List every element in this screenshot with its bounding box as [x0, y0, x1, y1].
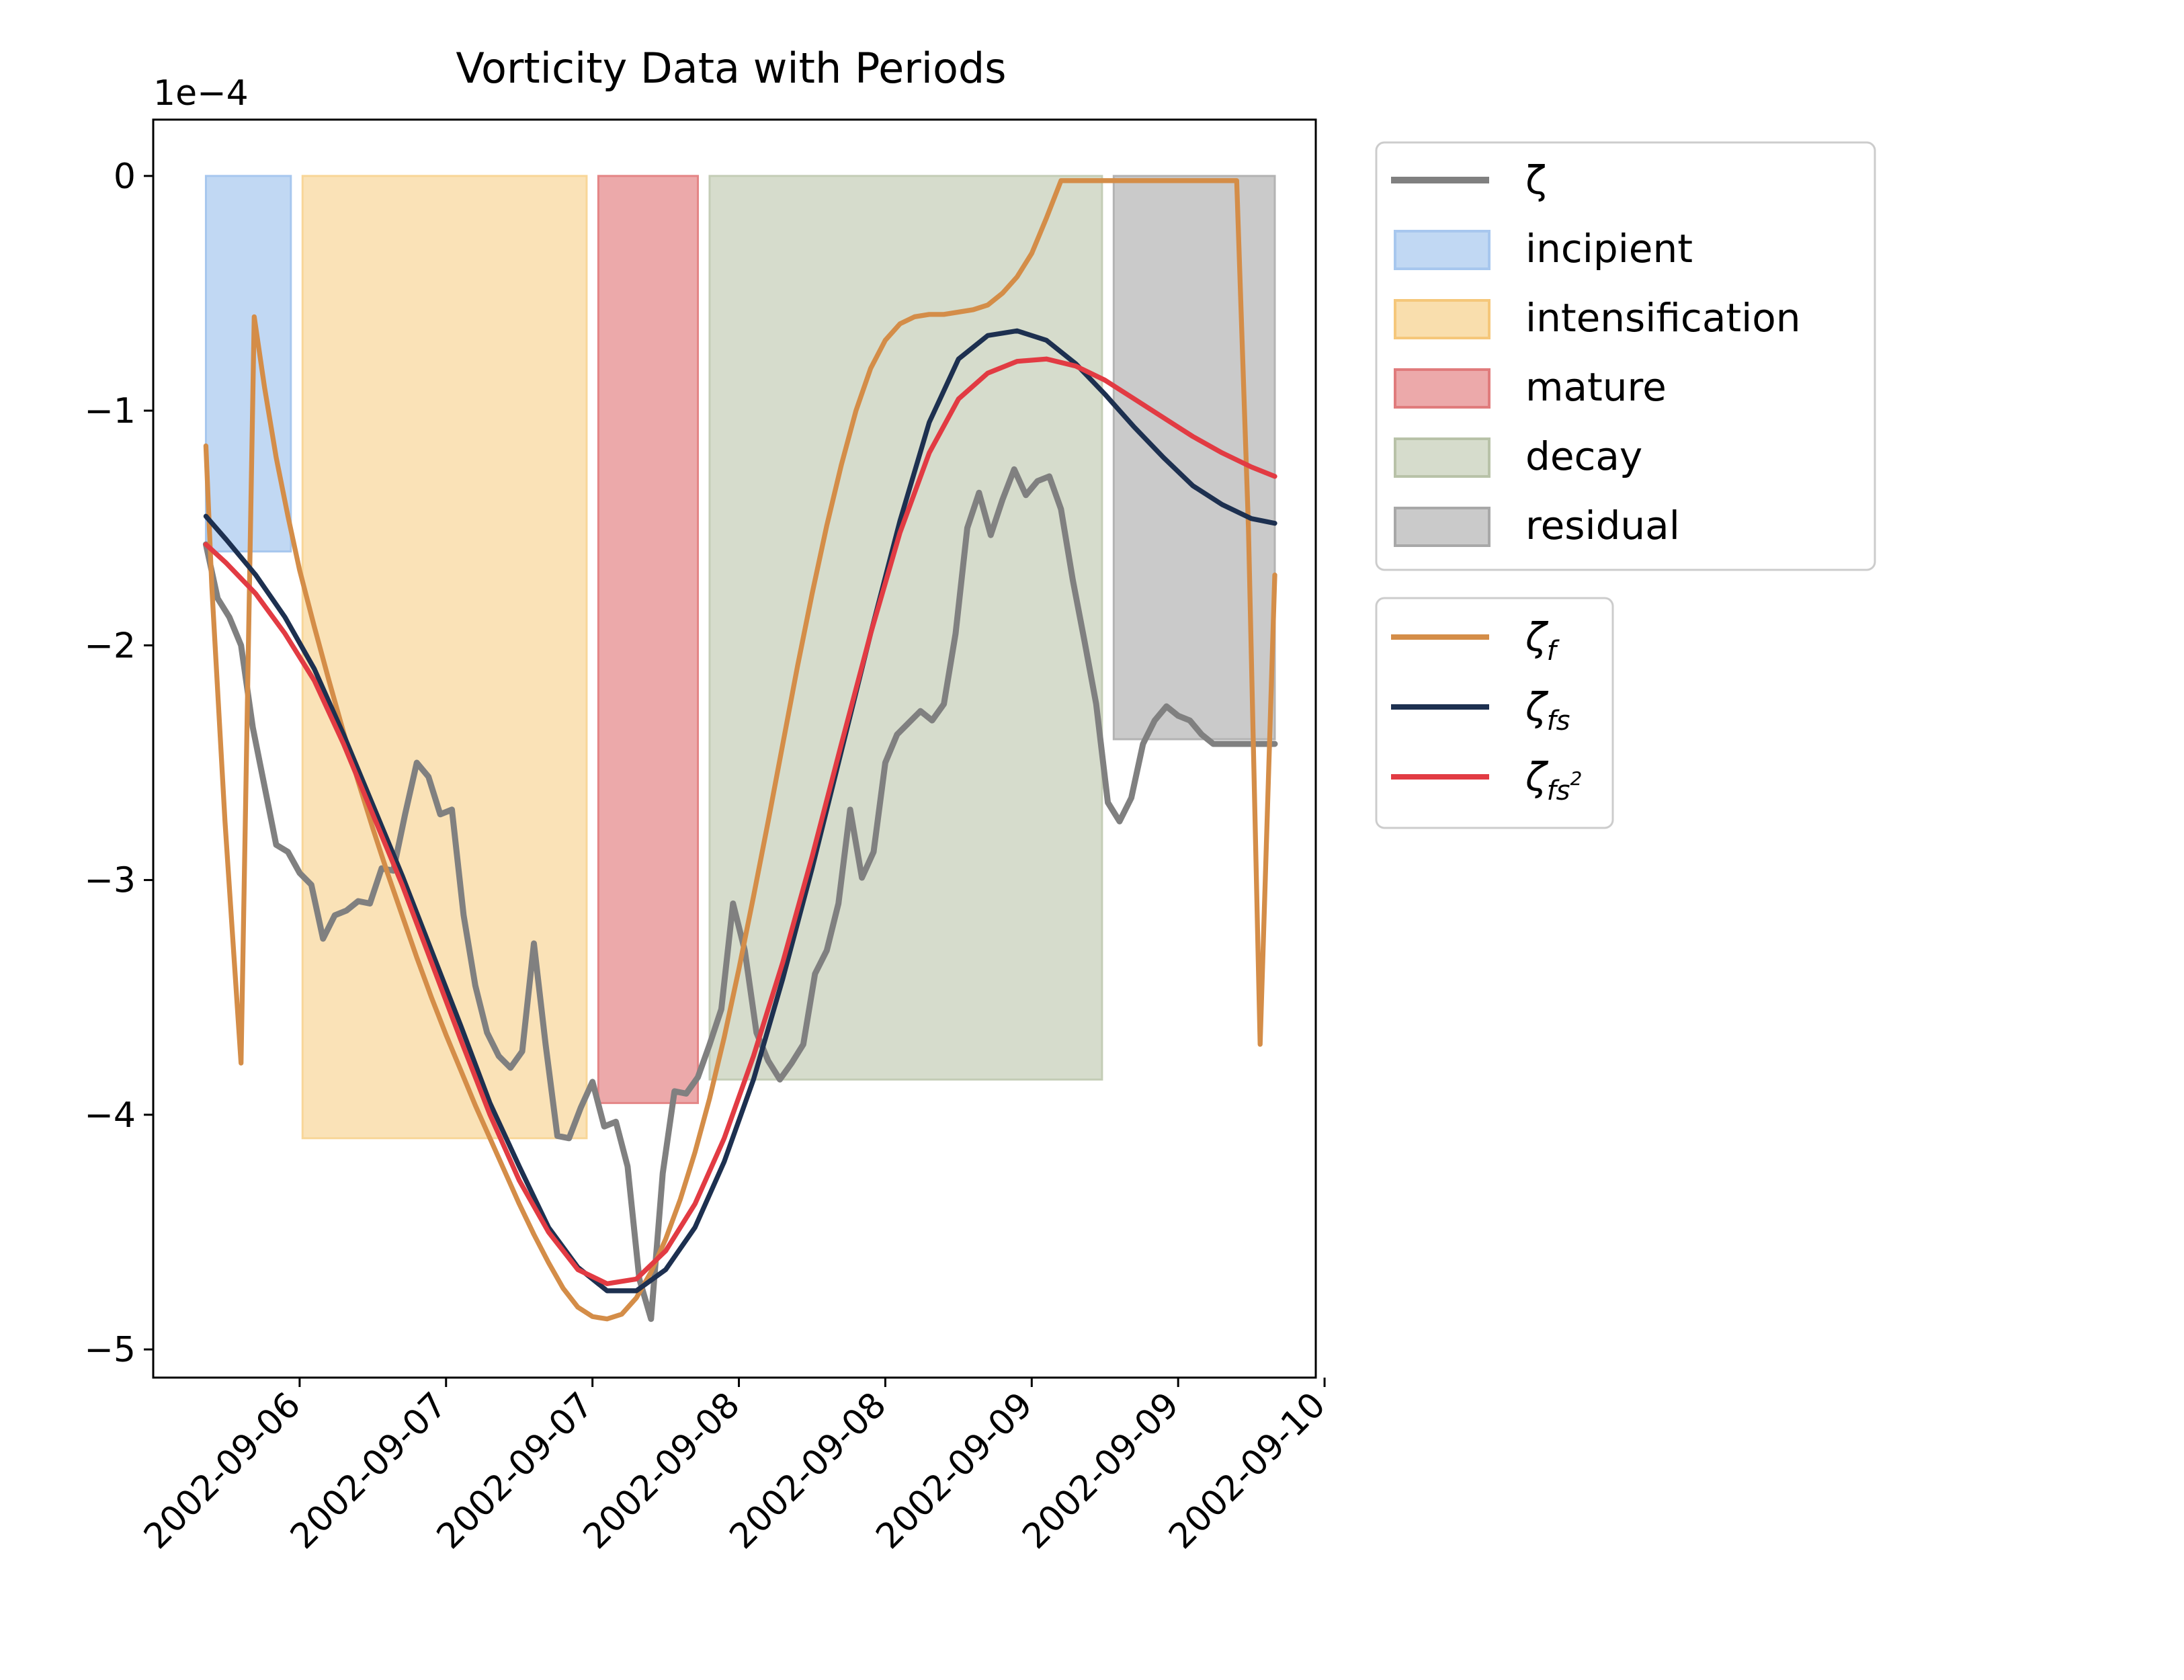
legend-zeta-fs2-superscript: 2	[1570, 767, 1582, 790]
legend-zeta-fs-subscript: fs	[1547, 706, 1570, 737]
y-tick-label: −1	[84, 391, 136, 431]
chart-title: Vorticity Data with Periods	[456, 44, 1006, 93]
legend-periods-box	[1375, 141, 1876, 571]
plot-frame	[152, 118, 1317, 1379]
period-incipient	[204, 175, 292, 553]
legend-zeta-fs2-label: ζfs2	[1525, 754, 1582, 806]
legend-zeta-fs-label: ζfs	[1525, 684, 1570, 737]
legend-periods: ζ incipient intensification mature decay…	[1375, 141, 1876, 571]
legend-residual-swatch	[1394, 507, 1490, 547]
legend-decay-label: decay	[1525, 433, 1642, 479]
legend-zeta-fs-symbol: ζ	[1525, 684, 1549, 730]
y-tick-label: −2	[84, 626, 136, 666]
legend-residual-label: residual	[1525, 503, 1680, 548]
y-tick-label: 0	[114, 157, 136, 197]
legend-decay-swatch	[1394, 437, 1490, 478]
y-scale-label: 1e−4	[153, 73, 249, 114]
period-mature	[597, 175, 700, 1104]
y-tick-label: −3	[84, 861, 136, 901]
series-zeta-f-line	[203, 178, 1277, 1322]
legend-zeta-fs2-symbol: ζ	[1525, 754, 1549, 800]
legend-fits-box	[1375, 597, 1614, 829]
legend-intensification-label: intensification	[1525, 295, 1800, 341]
y-tick-label: −5	[84, 1330, 136, 1370]
legend-zeta-fs2-subscript: fs	[1547, 775, 1570, 806]
y-tick-label: −4	[84, 1095, 136, 1136]
legend-incipient-swatch	[1394, 230, 1490, 270]
series-zeta-fs-line	[203, 328, 1277, 1294]
legend-incipient-label: incipient	[1525, 226, 1693, 271]
legend-zeta-f-symbol: ζ	[1525, 614, 1549, 660]
legend-zeta-label: ζ	[1525, 157, 1547, 203]
legend-mature-label: mature	[1525, 364, 1667, 410]
legend-intensification-swatch	[1394, 299, 1490, 339]
legend-fits: ζf ζfs ζfs2	[1375, 597, 1614, 829]
series-layer	[202, 178, 1278, 1322]
legend-mature-swatch	[1394, 368, 1490, 409]
period-decay	[708, 175, 1103, 1081]
series-zeta-fs2-line	[203, 356, 1277, 1286]
